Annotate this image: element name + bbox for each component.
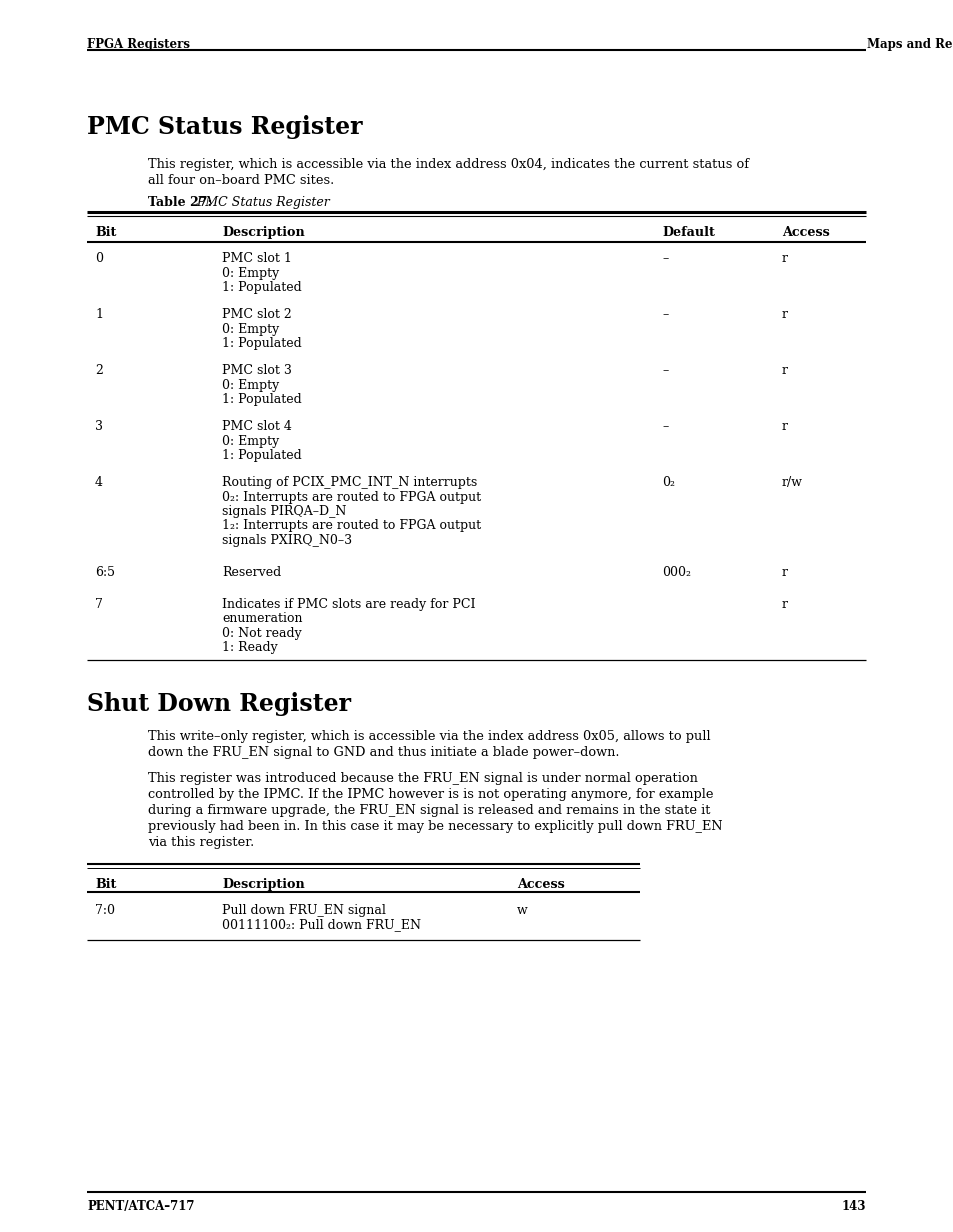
Text: r: r: [781, 598, 787, 611]
Text: 1: Populated: 1: Populated: [222, 281, 301, 294]
Text: –: –: [661, 308, 667, 322]
Text: all four on–board PMC sites.: all four on–board PMC sites.: [148, 174, 334, 187]
Text: controlled by the IPMC. If the IPMC however is is not operating anymore, for exa: controlled by the IPMC. If the IPMC howe…: [148, 788, 713, 801]
Text: during a firmware upgrade, the FRU_EN signal is released and remains in the stat: during a firmware upgrade, the FRU_EN si…: [148, 804, 710, 817]
Text: –: –: [661, 253, 667, 265]
Text: Access: Access: [781, 225, 829, 239]
Text: 0: 0: [95, 253, 103, 265]
Text: 4: 4: [95, 476, 103, 489]
Text: FPGA Registers: FPGA Registers: [87, 38, 190, 51]
Text: 0: Empty: 0: Empty: [222, 323, 279, 335]
Text: Default: Default: [661, 225, 714, 239]
Text: 1: Populated: 1: Populated: [222, 448, 301, 462]
Text: enumeration: enumeration: [222, 612, 302, 626]
Text: Indicates if PMC slots are ready for PCI: Indicates if PMC slots are ready for PCI: [222, 598, 475, 611]
Text: 0: Not ready: 0: Not ready: [222, 627, 301, 639]
Text: Pull down FRU_EN signal: Pull down FRU_EN signal: [222, 904, 385, 917]
Text: signals PIRQA–D_N: signals PIRQA–D_N: [222, 505, 346, 517]
Text: Access: Access: [517, 878, 564, 891]
Text: This register, which is accessible via the index address 0x04, indicates the cur: This register, which is accessible via t…: [148, 158, 748, 171]
Text: Routing of PCIX_PMC_INT_N interrupts: Routing of PCIX_PMC_INT_N interrupts: [222, 476, 476, 489]
Text: 3: 3: [95, 420, 103, 432]
Text: r/w: r/w: [781, 476, 802, 489]
Text: 2: 2: [95, 363, 103, 377]
Text: 0₂: Interrupts are routed to FPGA output: 0₂: Interrupts are routed to FPGA output: [222, 490, 480, 504]
Text: Reserved: Reserved: [222, 565, 281, 579]
Text: 1: Populated: 1: Populated: [222, 393, 301, 407]
Text: Bit: Bit: [95, 225, 116, 239]
Text: r: r: [781, 308, 787, 322]
Text: via this register.: via this register.: [148, 837, 254, 849]
Text: Shut Down Register: Shut Down Register: [87, 692, 351, 716]
Text: This write–only register, which is accessible via the index address 0x05, allows: This write–only register, which is acces…: [148, 731, 710, 743]
Text: 1: Ready: 1: Ready: [222, 642, 277, 654]
Text: 00111100₂: Pull down FRU_EN: 00111100₂: Pull down FRU_EN: [222, 919, 420, 931]
Text: PMC slot 1: PMC slot 1: [222, 253, 292, 265]
Text: PMC Status Register: PMC Status Register: [87, 115, 362, 139]
Text: 1₂: Interrupts are routed to FPGA output: 1₂: Interrupts are routed to FPGA output: [222, 520, 480, 532]
Text: PMC slot 3: PMC slot 3: [222, 363, 292, 377]
Text: w: w: [517, 904, 527, 917]
Text: PMC slot 4: PMC slot 4: [222, 420, 292, 432]
Text: 7:0: 7:0: [95, 904, 115, 917]
Text: Maps and Registers: Maps and Registers: [866, 38, 953, 51]
Text: 000₂: 000₂: [661, 565, 690, 579]
Text: r: r: [781, 363, 787, 377]
Text: 0: Empty: 0: Empty: [222, 435, 279, 447]
Text: r: r: [781, 565, 787, 579]
Text: previously had been in. In this case it may be necessary to explicitly pull down: previously had been in. In this case it …: [148, 821, 721, 833]
Text: r: r: [781, 253, 787, 265]
Text: –: –: [661, 420, 667, 432]
Text: PENT/ATCA–717: PENT/ATCA–717: [87, 1200, 194, 1214]
Text: Description: Description: [222, 878, 304, 891]
Text: This register was introduced because the FRU_EN signal is under normal operation: This register was introduced because the…: [148, 772, 698, 785]
Text: PMC Status Register: PMC Status Register: [193, 196, 330, 209]
Text: 7: 7: [95, 598, 103, 611]
Text: down the FRU_EN signal to GND and thus initiate a blade power–down.: down the FRU_EN signal to GND and thus i…: [148, 747, 618, 759]
Text: –: –: [661, 363, 667, 377]
Text: 0: Empty: 0: Empty: [222, 378, 279, 392]
Text: 0₂: 0₂: [661, 476, 675, 489]
Text: Description: Description: [222, 225, 304, 239]
Text: Table 27:: Table 27:: [148, 196, 212, 209]
Text: PMC slot 2: PMC slot 2: [222, 308, 292, 322]
Text: r: r: [781, 420, 787, 432]
Text: 143: 143: [841, 1200, 865, 1214]
Text: 6:5: 6:5: [95, 565, 115, 579]
Text: signals PXIRQ_N0–3: signals PXIRQ_N0–3: [222, 533, 352, 547]
Text: Bit: Bit: [95, 878, 116, 891]
Text: 1: 1: [95, 308, 103, 322]
Text: 1: Populated: 1: Populated: [222, 338, 301, 350]
Text: 0: Empty: 0: Empty: [222, 266, 279, 280]
